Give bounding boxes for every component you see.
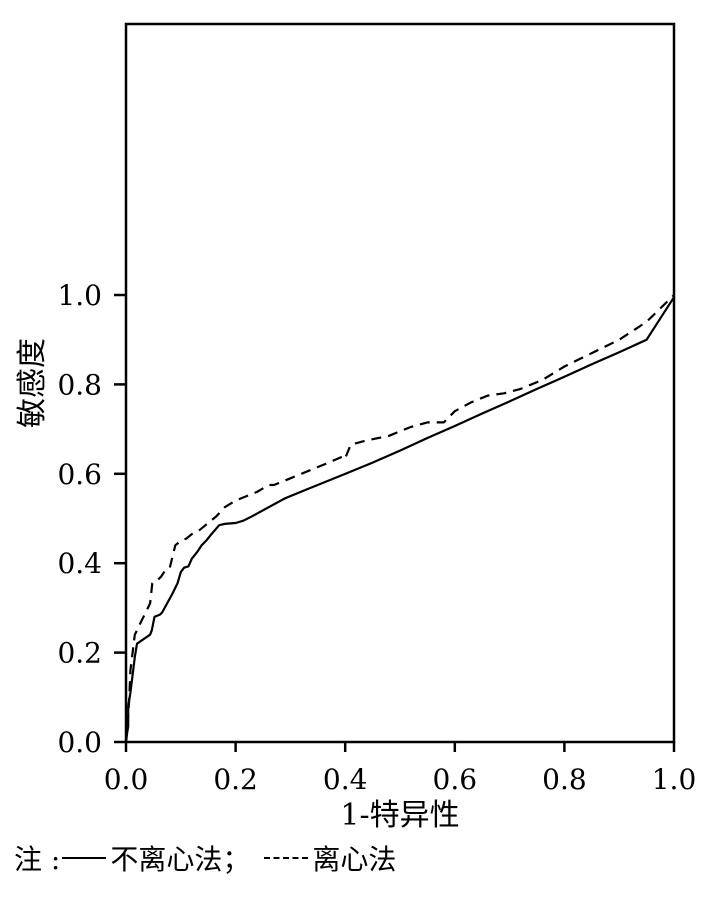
y-tick-label: 0.4 xyxy=(57,547,102,580)
legend-note: 注 : 不离心法 ； 离心法 xyxy=(14,836,396,880)
x-tick-label: 0.6 xyxy=(433,763,478,796)
y-tick-label: 0.8 xyxy=(57,368,102,401)
legend-separator: ； xyxy=(222,843,251,876)
legend-solid-line-swatch xyxy=(62,857,107,859)
plot-border xyxy=(124,22,676,744)
x-tick-label: 1.0 xyxy=(652,763,697,796)
x-tick-label: 0.0 xyxy=(104,763,149,796)
y-tick-label: 0.6 xyxy=(57,458,102,491)
legend-dashed-line-swatch xyxy=(264,857,309,859)
x-tick-label: 0.4 xyxy=(323,763,368,796)
x-tick-label: 0.8 xyxy=(542,763,587,796)
legend-entry-centrifuge: 离心法 xyxy=(312,843,397,876)
x-axis-label: 1-特异性 xyxy=(340,798,459,830)
x-axis: 0.0 0.2 0.4 0.6 0.8 1.0 xyxy=(104,742,697,796)
y-tick-label: 1.0 xyxy=(57,279,102,312)
y-tick-label: 0.2 xyxy=(57,637,102,670)
y-tick-label: 0.0 xyxy=(57,726,102,759)
series-line-2 xyxy=(124,294,675,743)
y-axis-label: 敏感度 xyxy=(15,338,50,428)
series-layer xyxy=(124,294,675,743)
y-axis: 0.0 0.2 0.4 0.6 0.8 1.0 xyxy=(57,279,126,759)
plot-frame xyxy=(124,22,676,744)
legend-prefix: 注 : xyxy=(14,843,61,876)
series-line-1 xyxy=(124,296,675,743)
roc-chart: 0.0 0.2 0.4 0.6 0.8 1.0 0.0 0.2 0.4 0.6 0.8 1.0 1-… xyxy=(15,22,697,830)
legend-entry-non-centrifuge: 不离心法 xyxy=(110,843,223,876)
x-tick-label: 0.2 xyxy=(213,763,258,796)
